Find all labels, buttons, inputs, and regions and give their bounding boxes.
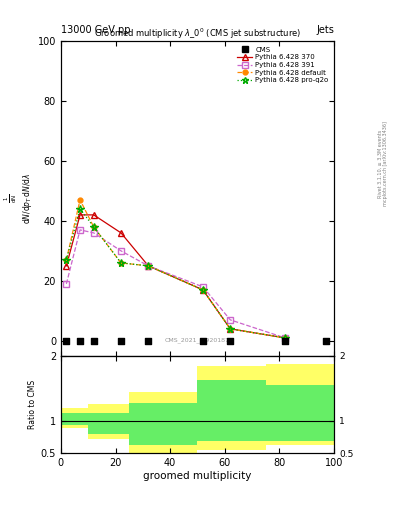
Point <box>118 337 124 345</box>
Point <box>90 337 97 345</box>
Point <box>77 337 83 345</box>
Text: mcplots.cern.ch [arXiv:1306.3436]: mcplots.cern.ch [arXiv:1306.3436] <box>384 121 388 206</box>
X-axis label: groomed multiplicity: groomed multiplicity <box>143 471 252 481</box>
Point <box>227 337 233 345</box>
Text: CMS_2021_I1920187: CMS_2021_I1920187 <box>165 337 230 343</box>
Point <box>282 337 288 345</box>
Text: Jets: Jets <box>316 25 334 35</box>
Title: Groomed multiplicity $\lambda\_0^{0}$ (CMS jet substructure): Groomed multiplicity $\lambda\_0^{0}$ (C… <box>94 27 301 41</box>
Y-axis label: Ratio to CMS: Ratio to CMS <box>28 380 37 429</box>
Point <box>323 337 329 345</box>
Legend: CMS, Pythia 6.428 370, Pythia 6.428 391, Pythia 6.428 default, Pythia 6.428 pro-: CMS, Pythia 6.428 370, Pythia 6.428 391,… <box>235 45 331 86</box>
Point <box>200 337 206 345</box>
Y-axis label: $\mathregular{\frac{1}{\mathrm{d}N}}$
$\mathrm{d}N/\mathrm{d}p_T\,\mathrm{d}N/\m: $\mathregular{\frac{1}{\mathrm{d}N}}$ $\… <box>2 173 33 224</box>
Point <box>145 337 151 345</box>
Text: 13000 GeV pp: 13000 GeV pp <box>61 25 130 35</box>
Point <box>63 337 70 345</box>
Text: Rivet 3.1.10, ≥ 3.3M events: Rivet 3.1.10, ≥ 3.3M events <box>378 130 383 198</box>
